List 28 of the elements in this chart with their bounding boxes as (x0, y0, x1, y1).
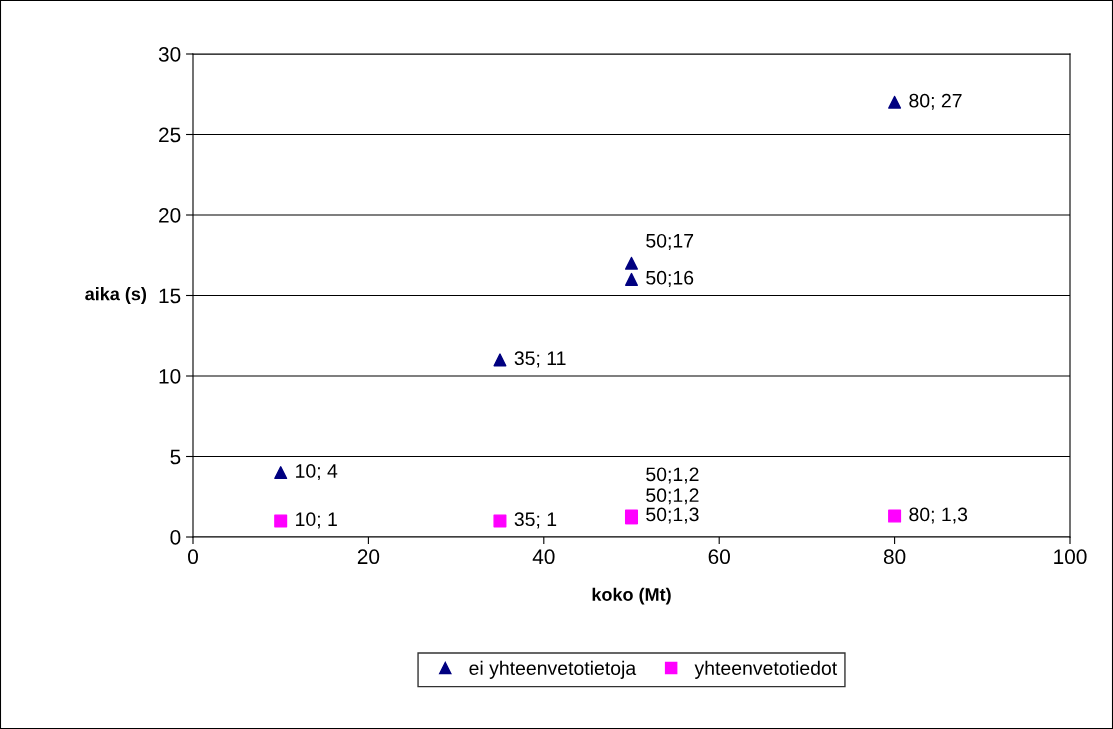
data-label: 50;1,2 (646, 467, 699, 484)
y-tick-label: 25 (159, 127, 181, 143)
x-tick-label: 100 (1054, 549, 1087, 565)
data-label: 80; 27 (909, 93, 962, 110)
y-tick-label: 30 (158, 47, 181, 62)
y-tick-label: 15 (159, 288, 181, 304)
data-label: 80; 1,3 (909, 507, 968, 524)
data-label: 50;1,2 (646, 488, 699, 505)
data-label: 50;17 (646, 233, 694, 250)
y-tick-label: 10 (159, 369, 181, 384)
x-tick-label: 20 (357, 549, 380, 565)
x-tick-label: 0 (188, 549, 198, 565)
legend-label: yhteenvetotiedot (694, 660, 838, 679)
y-axis-title: aika (s) (85, 287, 147, 304)
data-label: 35; 1 (514, 512, 557, 529)
y-tick-label: 5 (170, 449, 181, 465)
legend-label: ei yhteenvetotietoja (469, 660, 637, 679)
y-tick-label: 0 (170, 530, 181, 545)
x-tick-label: 80 (883, 549, 906, 565)
data-label: 10; 4 (296, 464, 338, 481)
x-tick-label: 60 (708, 549, 730, 565)
x-axis-title: koko (Mt) (592, 587, 671, 605)
x-tick-label: 40 (532, 549, 555, 565)
data-label: 50;16 (646, 270, 694, 287)
data-label: 10; 1 (296, 512, 337, 529)
data-label: 35; 11 (514, 351, 566, 368)
data-label: 50;1,3 (646, 507, 699, 524)
y-tick-label: 20 (159, 208, 181, 223)
